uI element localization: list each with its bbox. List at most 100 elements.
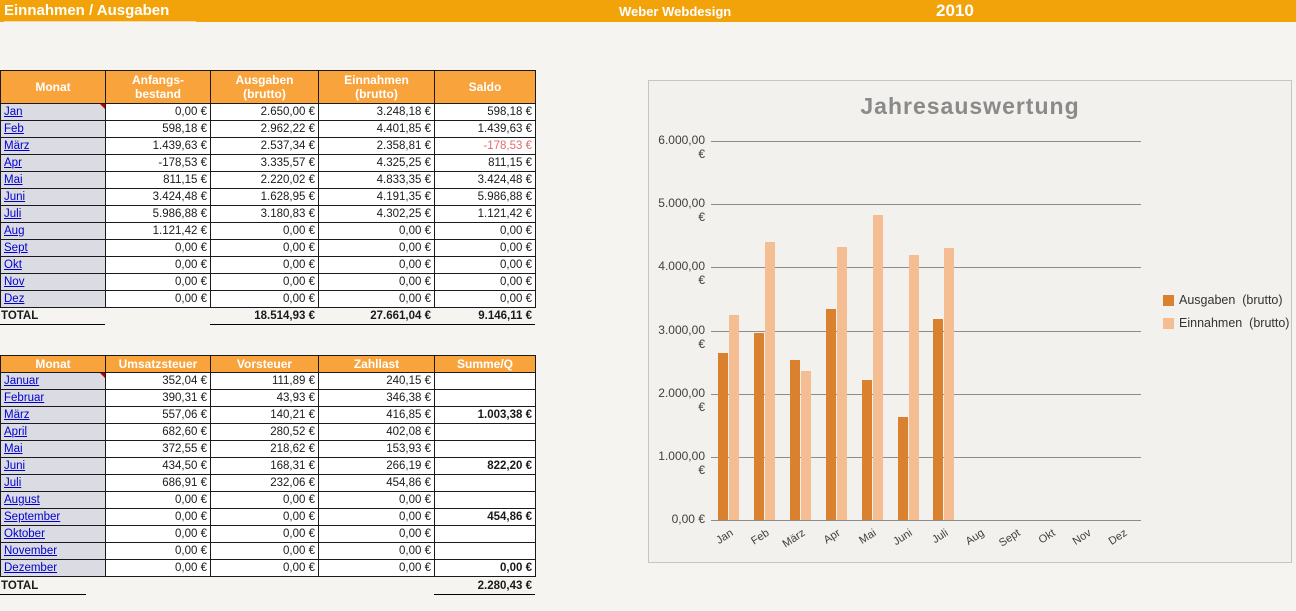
value-cell[interactable]: 0,00 € <box>105 559 211 577</box>
value-cell[interactable]: 5.986,88 € <box>105 205 211 223</box>
value-cell[interactable]: 822,20 € <box>434 457 536 475</box>
value-cell[interactable]: 0,00 € <box>105 273 211 291</box>
value-cell[interactable]: 168,31 € <box>210 457 319 475</box>
value-cell[interactable]: 232,06 € <box>210 474 319 492</box>
value-cell[interactable]: 2.220,02 € <box>210 171 319 189</box>
month-cell[interactable]: Jan <box>0 103 106 121</box>
value-cell[interactable]: 4.833,35 € <box>318 171 435 189</box>
month-link[interactable]: Juni <box>4 191 26 203</box>
value-cell[interactable]: 4.302,25 € <box>318 205 435 223</box>
month-link[interactable]: Nov <box>4 276 25 288</box>
value-cell[interactable]: 434,50 € <box>105 457 211 475</box>
value-cell[interactable]: 0,00 € <box>434 559 536 577</box>
month-cell[interactable]: Sept <box>0 239 106 257</box>
month-cell[interactable]: Dezember <box>0 559 106 577</box>
month-cell[interactable]: Juni <box>0 457 106 475</box>
value-cell[interactable]: 598,18 € <box>105 120 211 138</box>
value-cell[interactable]: 0,00 € <box>434 239 536 257</box>
month-link[interactable]: Juli <box>4 208 22 220</box>
month-link[interactable]: Februar <box>4 392 45 404</box>
month-cell[interactable]: Dez <box>0 290 106 308</box>
value-cell[interactable]: 416,85 € <box>318 406 435 424</box>
value-cell[interactable]: 0,00 € <box>210 273 319 291</box>
value-cell[interactable]: 111,89 € <box>210 372 319 390</box>
month-cell[interactable]: Feb <box>0 120 106 138</box>
value-cell[interactable]: 372,55 € <box>105 440 211 458</box>
month-cell[interactable]: Aug <box>0 222 106 240</box>
value-cell[interactable]: 1.121,42 € <box>105 222 211 240</box>
value-cell[interactable]: 390,31 € <box>105 389 211 407</box>
value-cell[interactable] <box>434 474 536 492</box>
value-cell[interactable]: 598,18 € <box>434 103 536 121</box>
month-link[interactable]: Aug <box>4 225 25 237</box>
value-cell[interactable]: 682,60 € <box>105 423 211 441</box>
month-cell[interactable]: April <box>0 423 106 441</box>
value-cell[interactable]: 0,00 € <box>318 222 435 240</box>
value-cell[interactable]: 0,00 € <box>210 222 319 240</box>
value-cell[interactable]: 0,00 € <box>210 508 319 526</box>
value-cell[interactable]: 0,00 € <box>318 256 435 274</box>
month-link[interactable]: September <box>4 511 61 523</box>
value-cell[interactable]: 0,00 € <box>210 559 319 577</box>
month-cell[interactable]: Mai <box>0 440 106 458</box>
value-cell[interactable]: 1.003,38 € <box>434 406 536 424</box>
month-link[interactable]: Apr <box>4 157 22 169</box>
month-cell[interactable]: Nov <box>0 273 106 291</box>
value-cell[interactable]: 0,00 € <box>210 239 319 257</box>
value-cell[interactable]: 0,00 € <box>105 290 211 308</box>
value-cell[interactable]: 0,00 € <box>318 559 435 577</box>
value-cell[interactable]: 266,19 € <box>318 457 435 475</box>
value-cell[interactable]: 0,00 € <box>434 222 536 240</box>
value-cell[interactable]: 2.962,22 € <box>210 120 319 138</box>
value-cell[interactable] <box>434 423 536 441</box>
value-cell[interactable]: 557,06 € <box>105 406 211 424</box>
value-cell[interactable]: 1.121,42 € <box>434 205 536 223</box>
value-cell[interactable]: 454,86 € <box>318 474 435 492</box>
value-cell[interactable]: 0,00 € <box>105 239 211 257</box>
value-cell[interactable]: 240,15 € <box>318 372 435 390</box>
value-cell[interactable]: 0,00 € <box>318 239 435 257</box>
month-link[interactable]: März <box>4 409 30 421</box>
year-summary-chart[interactable]: Jahresauswertung 6.000,00 € 5.000,00 € 4.0… <box>648 80 1292 563</box>
value-cell[interactable]: -178,53 € <box>434 137 536 155</box>
value-cell[interactable]: 0,00 € <box>434 256 536 274</box>
value-cell[interactable]: 140,21 € <box>210 406 319 424</box>
value-cell[interactable]: 5.986,88 € <box>434 188 536 206</box>
value-cell[interactable] <box>434 542 536 560</box>
value-cell[interactable]: 0,00 € <box>318 491 435 509</box>
value-cell[interactable]: 1.439,63 € <box>434 120 536 138</box>
value-cell[interactable]: 3.180,83 € <box>210 205 319 223</box>
month-cell[interactable]: Februar <box>0 389 106 407</box>
value-cell[interactable]: 3.335,57 € <box>210 154 319 172</box>
value-cell[interactable]: 0,00 € <box>434 290 536 308</box>
value-cell[interactable]: 0,00 € <box>210 256 319 274</box>
month-link[interactable]: Mai <box>4 174 23 186</box>
value-cell[interactable] <box>434 389 536 407</box>
value-cell[interactable]: 352,04 € <box>105 372 211 390</box>
value-cell[interactable]: 686,91 € <box>105 474 211 492</box>
value-cell[interactable]: 153,93 € <box>318 440 435 458</box>
month-link[interactable]: Sept <box>4 242 28 254</box>
value-cell[interactable]: 2.537,34 € <box>210 137 319 155</box>
value-cell[interactable]: 0,00 € <box>105 508 211 526</box>
month-link[interactable]: Feb <box>4 123 24 135</box>
value-cell[interactable]: 0,00 € <box>318 542 435 560</box>
value-cell[interactable]: 0,00 € <box>318 273 435 291</box>
value-cell[interactable]: 0,00 € <box>210 525 319 543</box>
month-cell[interactable]: Juli <box>0 474 106 492</box>
month-cell[interactable]: März <box>0 137 106 155</box>
month-link[interactable]: Mai <box>4 443 23 455</box>
value-cell[interactable]: 280,52 € <box>210 423 319 441</box>
month-link[interactable]: Juli <box>4 477 22 489</box>
month-cell[interactable]: Okt <box>0 256 106 274</box>
month-cell[interactable]: November <box>0 542 106 560</box>
month-cell[interactable]: Juni <box>0 188 106 206</box>
month-link[interactable]: Oktober <box>4 528 45 540</box>
month-link[interactable]: Jan <box>4 106 23 118</box>
month-link[interactable]: Januar <box>4 375 40 387</box>
value-cell[interactable] <box>434 525 536 543</box>
value-cell[interactable]: 0,00 € <box>105 542 211 560</box>
month-cell[interactable]: Januar <box>0 372 106 390</box>
value-cell[interactable]: 0,00 € <box>105 256 211 274</box>
value-cell[interactable]: 4.401,85 € <box>318 120 435 138</box>
